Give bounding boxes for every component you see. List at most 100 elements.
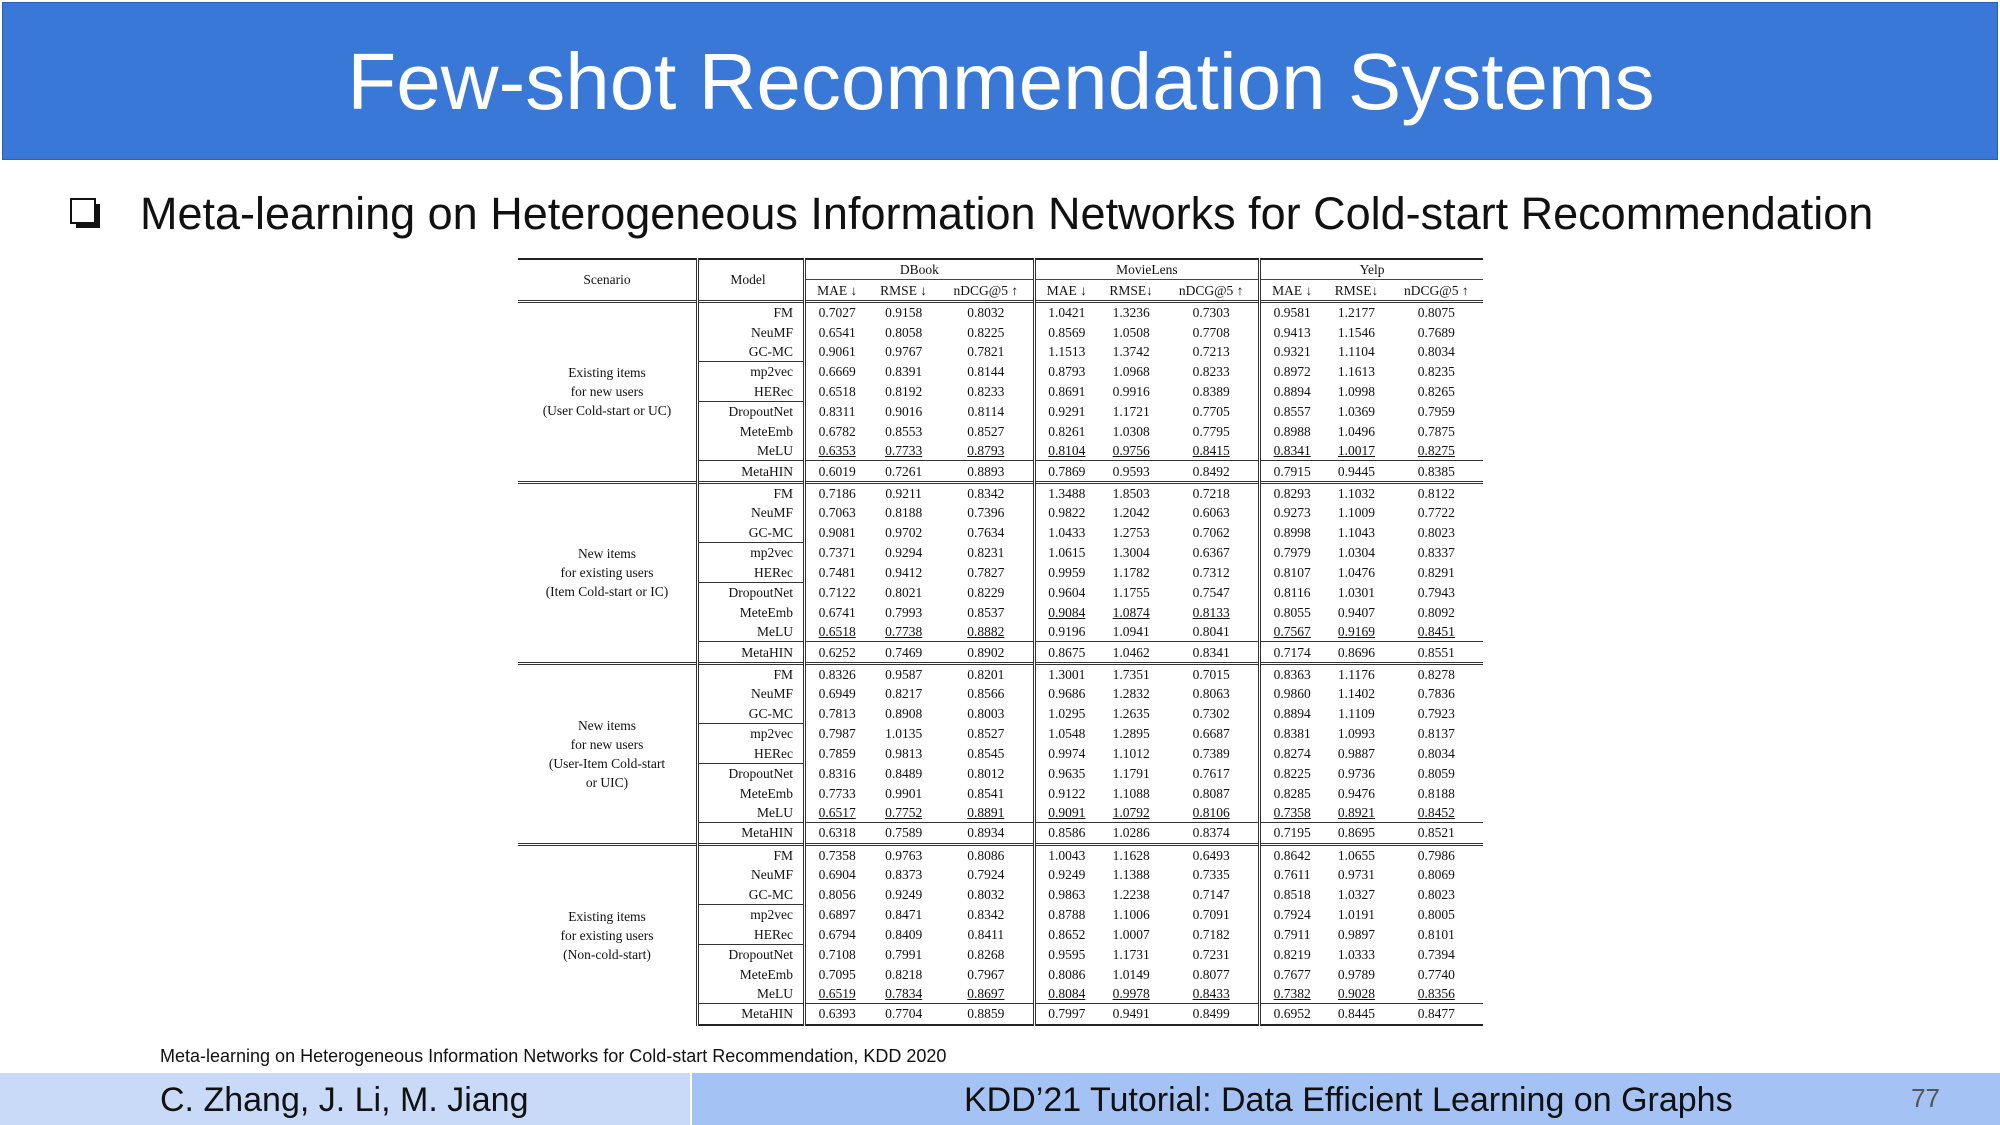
value-text: 0.9887 <box>1337 745 1376 761</box>
value-cell: 0.7959 <box>1390 402 1483 422</box>
value-cell: 0.8793 <box>938 440 1036 461</box>
value-cell: 0.6517 <box>805 803 869 823</box>
value-cell: 0.9016 <box>868 402 939 422</box>
value-cell: 0.8285 <box>1260 783 1324 802</box>
value-cell: 0.8107 <box>1260 563 1324 583</box>
value-cell: 1.0941 <box>1098 622 1164 642</box>
value-cell: 0.8341 <box>1164 641 1262 664</box>
value-cell: 0.9860 <box>1260 684 1324 703</box>
value-text: 0.7705 <box>1192 404 1230 420</box>
value-cell: 0.6949 <box>805 684 869 703</box>
value-text: 0.8188 <box>885 505 923 521</box>
value-text: 1.0941 <box>1112 624 1150 640</box>
value-text: 0.9763 <box>885 847 923 863</box>
citation: Meta-learning on Heterogeneous Informati… <box>160 1046 947 1066</box>
scenario-line: (Item Cold-start or IC) <box>545 584 669 600</box>
value-text: 0.9702 <box>885 525 923 541</box>
value-text: 0.8293 <box>1273 486 1311 502</box>
value-cell: 0.8005 <box>1390 905 1483 925</box>
scenario-line: for existing users <box>560 927 654 943</box>
value-cell: 0.6518 <box>805 622 869 642</box>
value-text: 1.3004 <box>1112 545 1150 561</box>
value-cell: 1.0496 <box>1323 422 1389 441</box>
value-text: 0.8894 <box>1273 706 1311 722</box>
value-text: 0.8882 <box>967 624 1005 640</box>
scenario-line: (User Cold-start or UC) <box>542 403 672 419</box>
value-text: 1.2753 <box>1112 525 1150 541</box>
value-text: 0.7827 <box>967 565 1005 581</box>
value-text: 0.7195 <box>1273 825 1311 841</box>
value-cell: 0.8894 <box>1260 382 1324 402</box>
value-text: 0.6904 <box>818 867 856 883</box>
table-row: MeLU 0.6517 0.7752 0.8891 0.9091 1.0792 0.8106… <box>518 802 1483 823</box>
value-cell: 0.8341 <box>1260 441 1324 461</box>
value-cell: 0.8326 <box>804 661 869 685</box>
table-row: mp2vec 0.7987 1.0135 0.8527 1.0548 1.2895 0.66… <box>518 723 1483 744</box>
value-cell: 1.0993 <box>1323 724 1389 744</box>
header-metric: MAE ↓ <box>1034 279 1099 302</box>
value-text: 1.2042 <box>1112 505 1150 521</box>
value-text: 1.3001 <box>1048 666 1086 682</box>
value-text: 0.7358 <box>1273 805 1311 821</box>
table-row: DropoutNet 0.8311 0.9016 0.8114 0.9291 1.1721… <box>518 401 1483 422</box>
value-cell: 1.2832 <box>1098 684 1164 703</box>
value-text: 0.7231 <box>1192 946 1230 962</box>
value-cell: 0.8477 <box>1389 1003 1483 1026</box>
value-cell: 1.2753 <box>1098 523 1164 543</box>
value-text: 0.7834 <box>885 985 923 1001</box>
model-cell: MetaHIN <box>697 641 806 664</box>
value-text: 1.7351 <box>1112 666 1150 682</box>
value-text: 0.7911 <box>1273 926 1311 942</box>
value-text: 0.7371 <box>818 545 856 561</box>
table-row: MetaHIN 0.6019 0.7261 0.8893 0.7869 0.9593 0.8… <box>518 460 1483 483</box>
value-cell: 0.8229 <box>938 582 1036 603</box>
value-cell: 0.8893 <box>938 460 1036 483</box>
value-text: 0.9122 <box>1048 785 1086 801</box>
value-text: 0.6741 <box>818 604 856 620</box>
value-cell: 0.7705 <box>1164 401 1262 422</box>
value-cell: 0.8293 <box>1259 480 1324 504</box>
value-text: 0.7924 <box>1273 906 1311 922</box>
scenario-line: for new users <box>570 384 644 400</box>
value-cell: 0.8373 <box>868 865 939 884</box>
table-row: Existing items for existing users (Non-col… <box>518 842 1483 1025</box>
value-text: 1.0655 <box>1337 847 1376 863</box>
value-text: 0.7261 <box>885 463 923 479</box>
value-cell: 0.8261 <box>1034 422 1098 441</box>
value-text: 0.8056 <box>818 887 856 903</box>
value-cell: 0.8492 <box>1164 460 1262 483</box>
value-cell: 0.9476 <box>1323 783 1389 802</box>
value-text: 0.8137 <box>1417 726 1455 742</box>
value-text: 0.9249 <box>885 887 923 903</box>
value-text: 0.8316 <box>818 765 856 781</box>
value-text: 1.0333 <box>1337 946 1376 962</box>
model-cell: MeteEmb <box>697 421 806 441</box>
table-row: GC-MC 0.8056 0.9249 0.8032 0.9863 1.2238 0.714… <box>518 884 1483 905</box>
value-cell: 0.8192 <box>868 382 939 402</box>
value-cell: 1.0655 <box>1323 842 1390 866</box>
table-row: GC-MC 0.9061 0.9767 0.7821 1.1513 1.3742 0.721… <box>518 341 1483 362</box>
value-cell: 0.8921 <box>1323 803 1389 823</box>
value-text: 1.0308 <box>1112 423 1150 439</box>
value-text: 0.7469 <box>885 644 923 660</box>
value-text: 1.1009 <box>1337 505 1376 521</box>
value-text: 0.7481 <box>818 565 856 581</box>
value-cell: 0.7062 <box>1164 522 1262 543</box>
value-cell: 0.7371 <box>805 543 869 563</box>
value-text: 0.9756 <box>1112 443 1150 459</box>
table-row: Existing items for new users (User Cold-st… <box>518 299 1483 483</box>
value-cell: 0.7617 <box>1164 763 1262 784</box>
value-cell: 0.9813 <box>868 744 939 764</box>
value-cell: 0.8012 <box>938 763 1036 784</box>
value-cell: 0.9756 <box>1098 441 1164 461</box>
value-cell: 0.6353 <box>805 441 869 461</box>
value-cell: 0.9084 <box>1034 602 1098 621</box>
value-cell: 0.8391 <box>868 362 939 382</box>
value-cell: 0.6741 <box>805 602 869 621</box>
value-text: 0.6952 <box>1273 1006 1311 1022</box>
value-cell: 0.7993 <box>868 602 939 621</box>
value-cell: 0.6519 <box>805 984 869 1004</box>
value-text: 0.8341 <box>1273 443 1311 459</box>
value-text: 1.0191 <box>1337 906 1376 922</box>
value-cell: 1.2042 <box>1098 503 1164 522</box>
